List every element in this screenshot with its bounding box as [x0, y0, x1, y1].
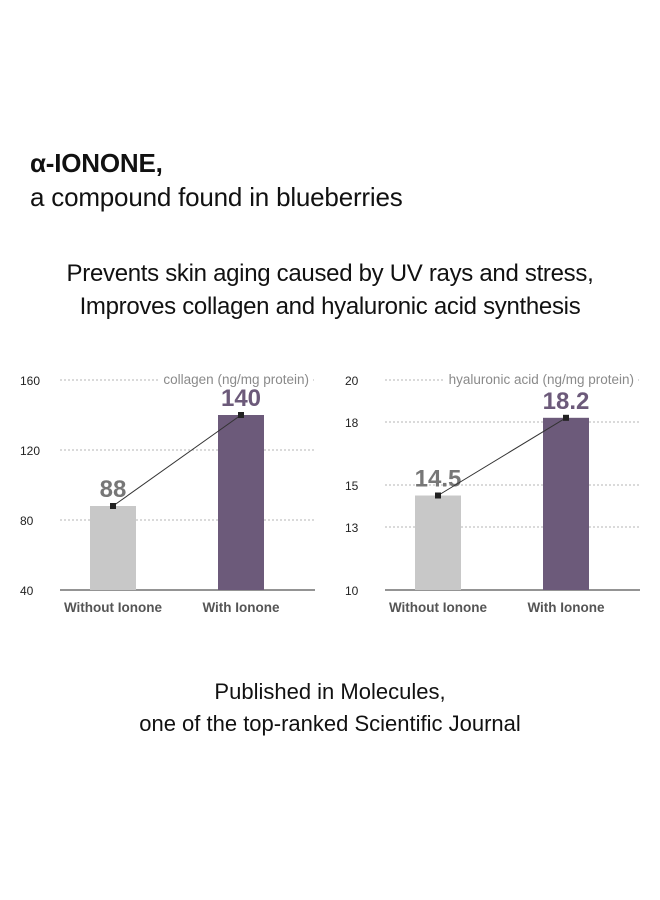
- unit-label-background: [444, 372, 638, 387]
- subhead-line-2: Improves collagen and hyaluronic acid sy…: [79, 293, 581, 320]
- trend-marker: [110, 503, 116, 509]
- trend-connector-line: [437, 417, 567, 496]
- y-tick-label: 18: [345, 416, 359, 430]
- unit-label: collagen (ng/mg protein): [163, 372, 309, 387]
- data-label: 18.2: [543, 388, 590, 415]
- subhead-line-1: Prevents skin aging caused by UV rays an…: [66, 260, 594, 287]
- y-tick-label: 15: [345, 479, 359, 493]
- subhead: Prevents skin aging caused by UV rays an…: [0, 257, 660, 323]
- data-label: 140: [221, 385, 261, 412]
- bar-without-ionone: [90, 506, 136, 590]
- footer-line-1: Published in Molecules,: [214, 679, 446, 704]
- bar-with-ionone: [218, 415, 264, 590]
- y-tick-label: 160: [20, 374, 40, 388]
- y-tick-label: 40: [20, 584, 34, 598]
- y-tick-label: 20: [345, 374, 359, 388]
- trend-marker: [435, 492, 441, 499]
- footer: Published in Molecules, one of the top-r…: [0, 676, 660, 740]
- footer-line-2: one of the top-ranked Scientific Journal: [139, 711, 521, 736]
- headline-subtitle: a compound found in blueberries: [30, 182, 403, 212]
- bar-with-ionone: [543, 417, 589, 590]
- bar-without-ionone: [415, 495, 461, 590]
- unit-label: hyaluronic acid (ng/mg protein): [449, 372, 634, 387]
- y-tick-label: 120: [20, 444, 40, 458]
- data-label: 88: [100, 476, 127, 503]
- category-label: Without Ionone: [389, 600, 488, 615]
- trend-marker: [238, 412, 244, 418]
- trend-connector-line: [112, 414, 242, 507]
- trend-marker: [563, 414, 569, 421]
- y-tick-label: 80: [20, 514, 34, 528]
- collagen-chart: 40 80 120 160 collagen (ng/mg protein) 88 With…: [20, 372, 315, 615]
- category-label: With Ionone: [202, 600, 280, 615]
- hyaluronic-acid-chart: 10 13 15 18 20 hyaluronic acid (ng/mg protein…: [345, 372, 640, 615]
- category-label: Without Ionone: [64, 600, 163, 615]
- data-label: 14.5: [415, 466, 462, 493]
- y-tick-label: 10: [345, 584, 359, 598]
- headline: α-IONONE, a compound found in blueberrie…: [30, 146, 403, 214]
- unit-label-background: [159, 372, 313, 387]
- category-label: With Ionone: [527, 600, 605, 615]
- y-tick-label: 13: [345, 521, 359, 535]
- headline-title: α-IONONE,: [30, 148, 163, 178]
